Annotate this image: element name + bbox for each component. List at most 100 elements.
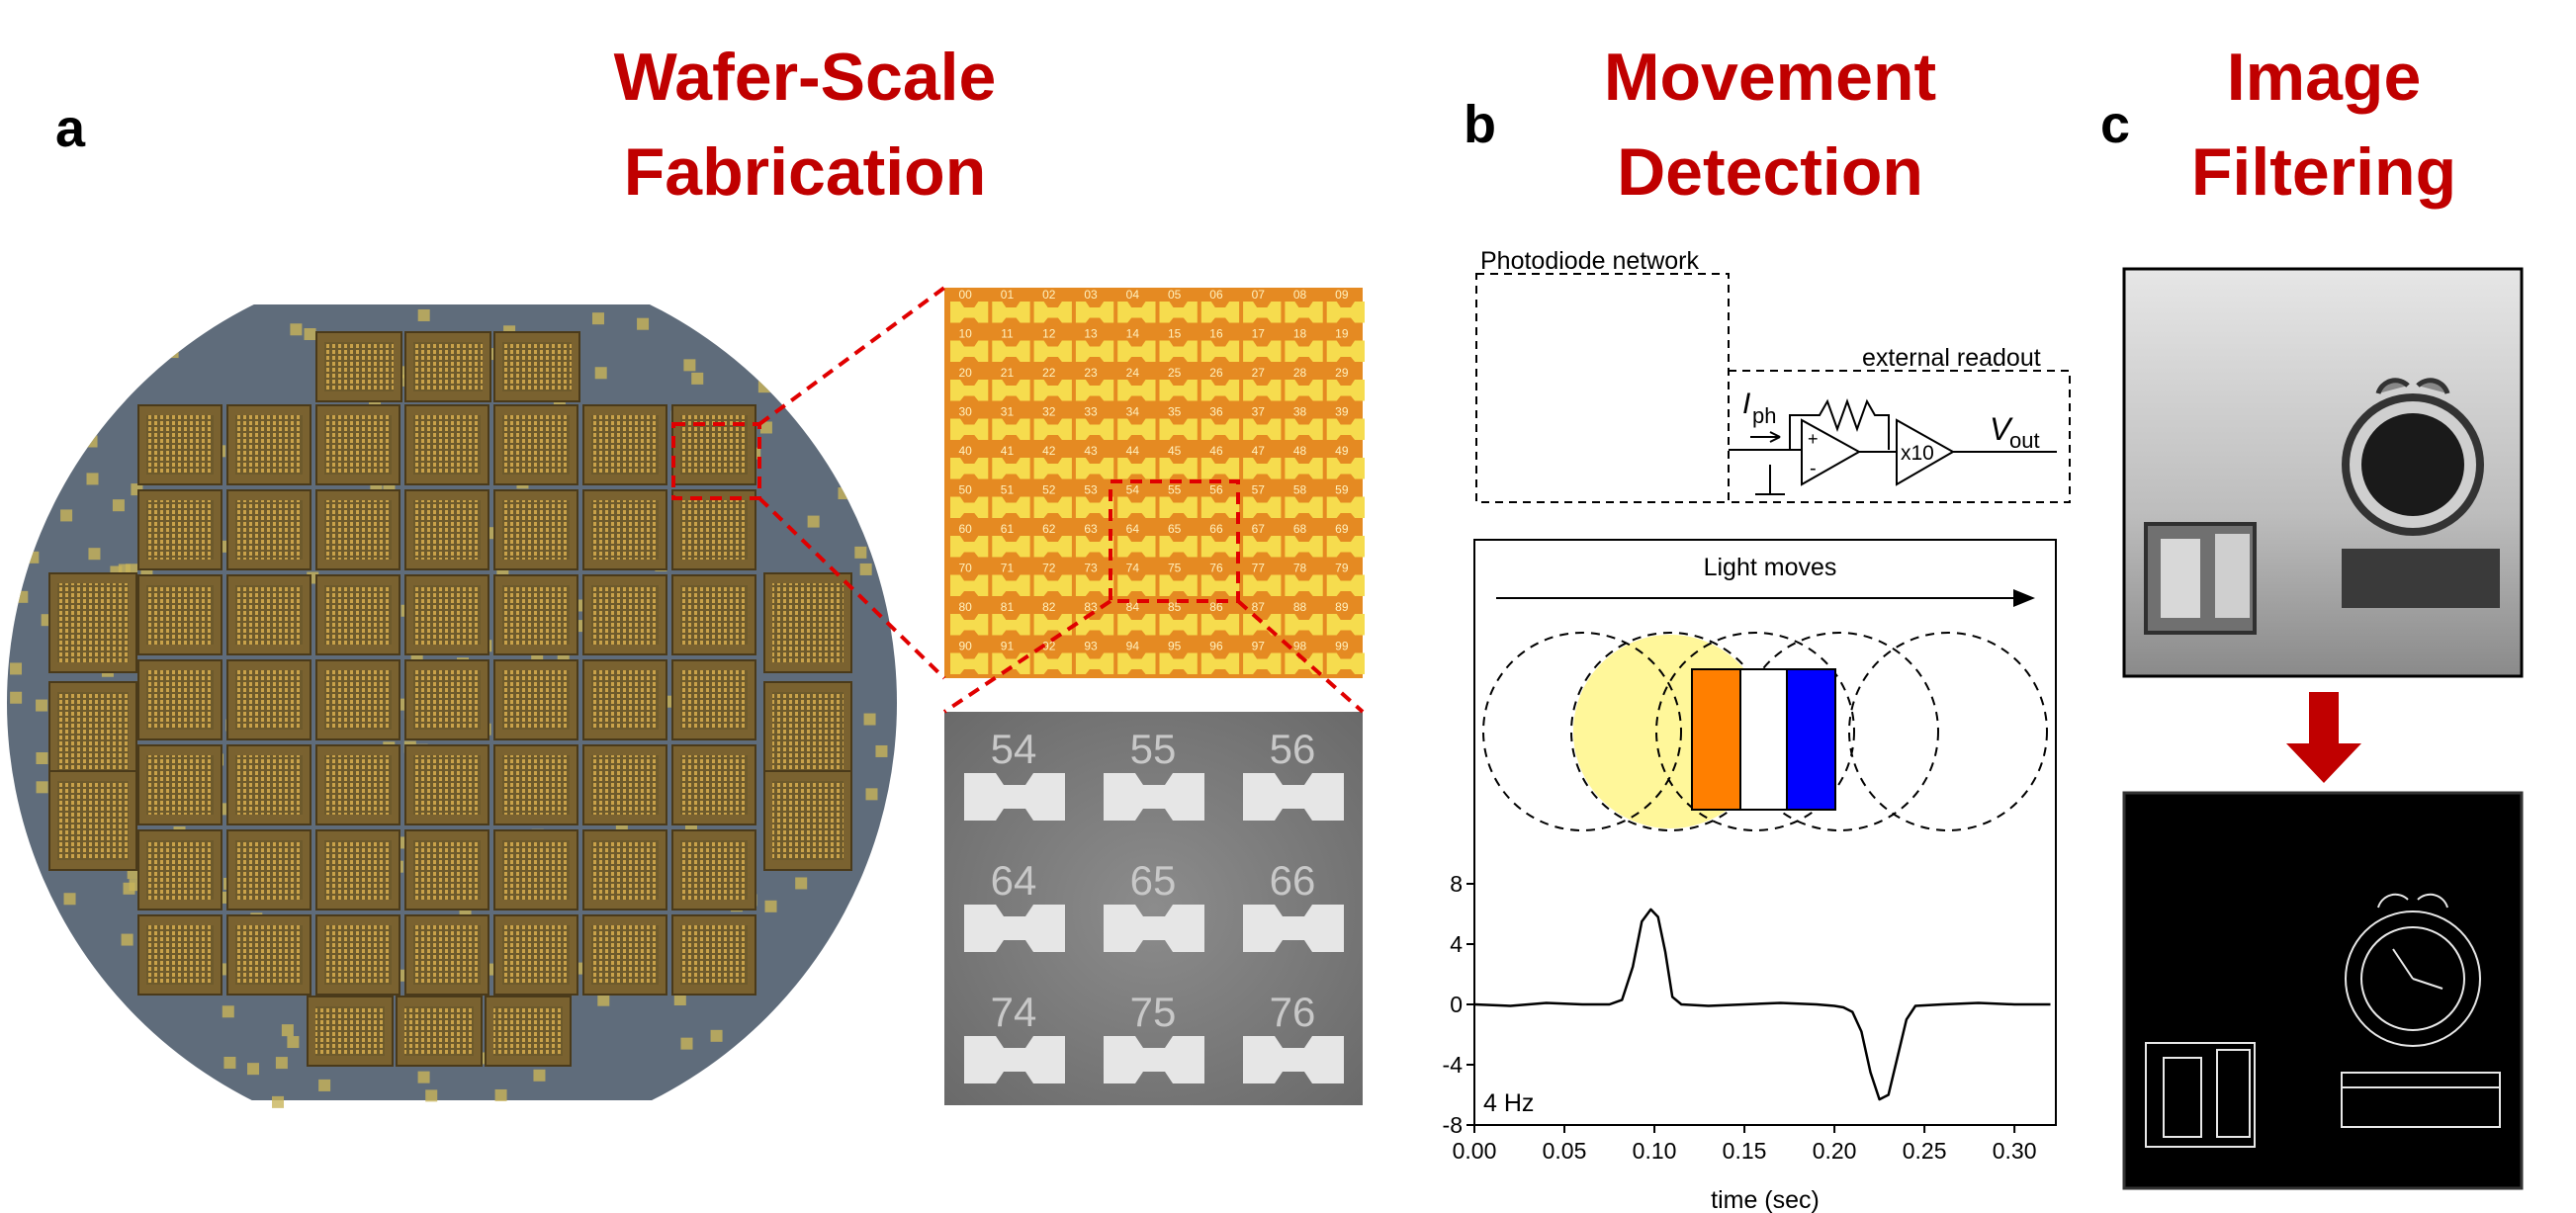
chip-label: 22 [1042, 366, 1056, 380]
chip-label: 26 [1209, 366, 1223, 380]
wafer-chip-array [680, 500, 748, 560]
wafer-pad [156, 306, 169, 319]
chip-label: 23 [1084, 366, 1098, 380]
chip-pad [1159, 652, 1198, 674]
chip-pad [1033, 652, 1072, 674]
sem-label: 75 [1130, 989, 1177, 1035]
chip-pad [1075, 652, 1114, 674]
chip-label: 98 [1293, 640, 1307, 653]
wafer-pad [89, 1089, 102, 1102]
chip-label: 77 [1252, 562, 1266, 575]
wafer-pad [591, 312, 604, 325]
wafer-chip-array [502, 840, 570, 900]
chip-label: 92 [1042, 640, 1056, 653]
wafer-chip-array [502, 585, 570, 645]
wafer-chip-array [57, 781, 129, 860]
wafer-chip-array [146, 840, 214, 900]
chip-label: 39 [1335, 405, 1349, 419]
sem-device [1243, 1036, 1344, 1083]
wafer-chip-array [502, 500, 570, 560]
chip-pad [1159, 380, 1198, 401]
chip-pad [1117, 574, 1156, 596]
chip-label: 12 [1042, 327, 1056, 341]
wafer-pad [597, 994, 610, 1006]
wafer-pad [82, 420, 95, 433]
chip-pad [950, 652, 989, 674]
chip-label: 34 [1126, 405, 1140, 419]
chip-label: 48 [1293, 444, 1307, 458]
x-tick-label: 0.30 [1993, 1138, 2037, 1164]
chip-pad [1243, 536, 1282, 558]
panel-label: b [1464, 95, 1496, 154]
wafer-pad [121, 933, 133, 946]
chip-label: 84 [1126, 600, 1140, 614]
chip-pad [1075, 574, 1114, 596]
chip-pad [950, 496, 989, 518]
chip-pad [1033, 496, 1072, 518]
chip-pad [1033, 614, 1072, 636]
chip-label: 01 [1001, 288, 1015, 302]
chip-label: 71 [1001, 562, 1015, 575]
chip-pad [1117, 380, 1156, 401]
chip-pad [1117, 302, 1156, 323]
wafer-pad [533, 1069, 546, 1082]
chip-pad [1285, 614, 1323, 636]
wafer-pad [757, 381, 770, 393]
circuit-label: x10 [1901, 442, 1934, 465]
sem-label: 55 [1130, 726, 1177, 772]
chip-pad [1033, 458, 1072, 479]
wafer-chip-array [324, 925, 392, 985]
chip-label: 94 [1126, 640, 1140, 653]
wafer-pad [494, 1088, 507, 1101]
chip-pad [950, 536, 989, 558]
wafer-pad [838, 487, 850, 500]
sem-label: 64 [991, 857, 1037, 904]
chip-label: 60 [958, 522, 972, 536]
sem-device [964, 905, 1065, 952]
wafer-pad [63, 893, 76, 906]
panel-title: Image [2227, 40, 2422, 115]
chip-pad [1117, 340, 1156, 362]
wafer-pad [87, 418, 100, 431]
chip-label: 43 [1084, 444, 1098, 458]
wafer-pad [287, 1036, 300, 1049]
chip-label: 14 [1126, 327, 1140, 341]
wafer-pad [16, 590, 29, 603]
wafer-pad [859, 563, 872, 575]
chip-pad [1033, 574, 1072, 596]
wafer-pad [795, 877, 808, 890]
wafer-pad [10, 691, 23, 704]
wafer-chip-array [235, 925, 303, 985]
panel-title: Wafer-Scale [614, 40, 997, 115]
chip-pad [950, 380, 989, 401]
chip-label: 53 [1084, 483, 1098, 497]
wafer-chip-array [680, 585, 748, 645]
wafer-pad [118, 563, 131, 576]
circuit-label: - [1810, 458, 1817, 479]
wafer-chip-array [502, 415, 570, 475]
chip-label: 00 [958, 288, 972, 302]
wafer-chip-array [57, 692, 129, 771]
wafer-pad [36, 752, 48, 765]
wafer-pad [166, 346, 179, 359]
chip-label: 32 [1042, 405, 1056, 419]
wafer-pad [811, 389, 824, 401]
wafer-pad [17, 905, 30, 917]
wafer-chip-array [413, 925, 481, 985]
chip-label: 74 [1126, 562, 1140, 575]
wafer-chip-array [413, 585, 481, 645]
chip-label: 03 [1084, 288, 1098, 302]
chip-label: 87 [1252, 600, 1266, 614]
chip-pad [1285, 496, 1323, 518]
wafer-pad [22, 324, 35, 337]
wafer-pad [78, 1002, 91, 1015]
x-tick-label: 0.05 [1543, 1138, 1587, 1164]
chip-pad [1285, 380, 1323, 401]
sem-device [1243, 773, 1344, 821]
chip-pad [1285, 536, 1323, 558]
wafer-pad [27, 551, 40, 563]
chip-label: 36 [1209, 405, 1223, 419]
chip-pad [950, 340, 989, 362]
wafer-chip-array [591, 840, 659, 900]
panel-label: a [55, 99, 86, 158]
